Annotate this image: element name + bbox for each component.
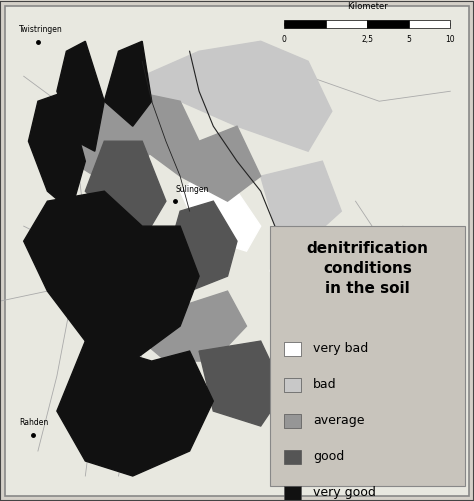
Polygon shape — [142, 291, 246, 361]
Text: very bad: very bad — [313, 342, 368, 355]
Bar — [326, 20, 367, 28]
Text: good: good — [313, 450, 344, 463]
Polygon shape — [166, 201, 237, 291]
FancyBboxPatch shape — [270, 226, 465, 486]
Bar — [284, 20, 326, 28]
Bar — [284, 485, 301, 499]
Polygon shape — [104, 91, 261, 201]
Polygon shape — [270, 241, 322, 291]
Polygon shape — [284, 261, 370, 351]
Polygon shape — [180, 176, 261, 251]
Text: 5: 5 — [406, 35, 411, 44]
Text: very good: very good — [313, 486, 376, 499]
Bar — [284, 413, 301, 427]
Polygon shape — [57, 341, 213, 476]
Bar — [284, 378, 301, 392]
Text: Rahden: Rahden — [19, 418, 48, 427]
Text: 2,5: 2,5 — [361, 35, 374, 44]
Text: Nienburg: Nienburg — [398, 242, 433, 251]
Text: bad: bad — [313, 378, 337, 391]
Bar — [409, 20, 450, 28]
Polygon shape — [71, 91, 152, 191]
Polygon shape — [24, 191, 199, 361]
Bar — [284, 449, 301, 463]
Polygon shape — [104, 41, 152, 126]
Text: Twistringen: Twistringen — [19, 25, 63, 34]
Polygon shape — [95, 251, 142, 301]
Polygon shape — [199, 341, 284, 426]
Polygon shape — [57, 41, 104, 151]
Text: denitrification
conditions
in the soil: denitrification conditions in the soil — [306, 241, 428, 296]
Bar — [367, 20, 409, 28]
Text: Sulingen: Sulingen — [175, 185, 209, 194]
Polygon shape — [133, 41, 332, 151]
Polygon shape — [85, 141, 166, 241]
Polygon shape — [261, 161, 341, 241]
Text: Kilometer: Kilometer — [347, 3, 388, 12]
Polygon shape — [28, 91, 85, 211]
Bar — [284, 342, 301, 356]
Text: 0: 0 — [282, 35, 287, 44]
FancyBboxPatch shape — [5, 7, 469, 496]
Text: 10: 10 — [446, 35, 455, 44]
Text: average: average — [313, 414, 365, 427]
